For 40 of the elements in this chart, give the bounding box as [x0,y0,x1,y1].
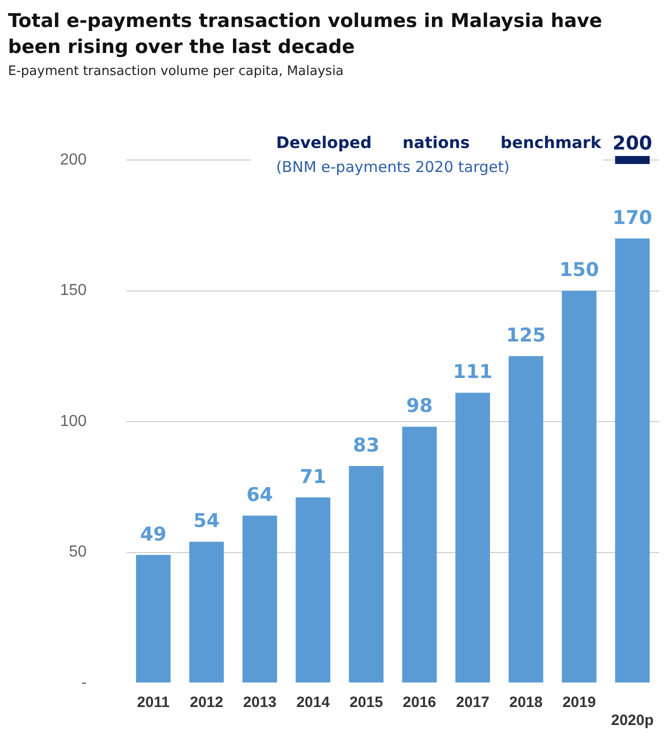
bar [136,554,171,682]
chart-subtitle: E-payment transaction volume per capita, Malaysia [8,64,344,79]
data-label: 111 [452,361,493,384]
bar [562,290,596,682]
data-label: 125 [506,324,546,347]
x-tick-label: 2015 [350,694,383,712]
data-label: 150 [559,259,599,282]
bar [242,516,278,682]
x-tick-label: 2017 [456,694,490,712]
data-label: 54 [193,510,220,532]
x-tick-label: 2020p [611,712,654,730]
y-tick-label: 100 [60,412,87,430]
y-tick-label: 200 [60,151,87,168]
data-label: 49 [140,523,167,546]
text: Developed nations benchmark [276,133,602,152]
bar [348,466,384,682]
bar [455,392,490,682]
bar [296,497,330,682]
chart-title: Total e-payments transaction volumes in Malaysia have been rising over the last decade [8,9,604,60]
x-tick-label: 2014 [296,694,330,712]
bar [508,356,544,682]
data-label: 71 [300,466,326,488]
data-label: 64 [246,484,273,506]
x-tick-label: 2019 [562,694,596,712]
y-tick-label: 50 [68,544,87,561]
bar [402,426,437,682]
annotation: (BNM e-payments 2020 target) [276,158,510,176]
x-tick-label: 2016 [402,694,436,712]
y-tick-label: - [81,674,87,692]
x-tick-label: 2012 [190,694,224,712]
ref-line-label: 200 [612,132,652,154]
x-tick-label: 2018 [509,694,543,712]
x-tick-label: 2013 [243,694,276,712]
data-label: 98 [406,395,433,418]
bar [615,238,650,682]
bar [189,542,224,682]
y-tick-label: 150 [60,282,87,300]
x-tick-label: 2011 [137,694,170,712]
data-label: 83 [353,434,380,456]
data-label: 170 [612,206,652,229]
